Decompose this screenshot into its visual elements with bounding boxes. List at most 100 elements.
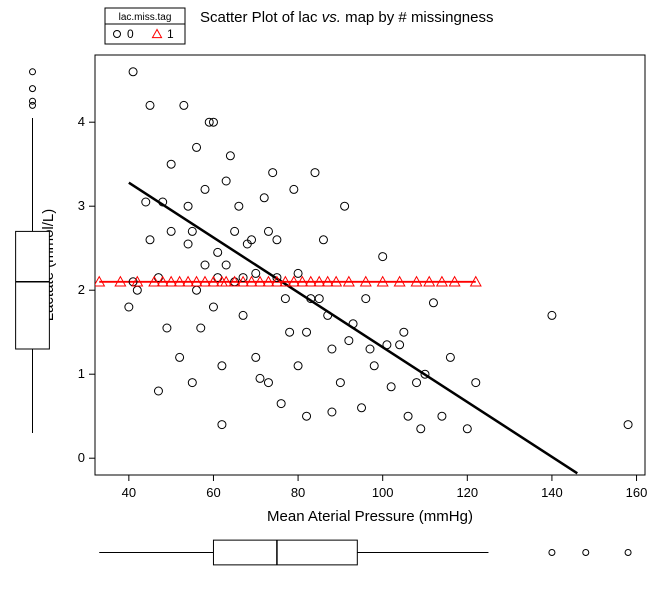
point-series-0 [548,311,556,319]
point-series-0 [290,185,298,193]
point-series-0 [387,383,395,391]
point-series-0 [218,362,226,370]
point-series-0 [222,177,230,185]
x-tick-label: 120 [456,485,478,500]
point-series-0 [463,425,471,433]
point-series-0 [264,379,272,387]
point-series-0 [315,295,323,303]
point-series-0 [396,341,404,349]
ybox-outlier [30,69,36,75]
point-series-0 [146,236,154,244]
point-series-0 [176,353,184,361]
point-series-0 [235,202,243,210]
x-tick-label: 80 [291,485,305,500]
ybox-outlier [30,98,36,104]
point-series-0 [197,324,205,332]
point-series-0 [188,227,196,235]
point-series-0 [341,202,349,210]
point-series-0 [446,353,454,361]
point-series-0 [400,328,408,336]
point-series-0 [193,286,201,294]
y-tick-label: 3 [78,198,85,213]
y-tick-label: 0 [78,450,85,465]
point-series-0 [429,299,437,307]
point-series-0 [193,143,201,151]
point-series-0 [383,341,391,349]
plot-content [94,68,632,474]
chart-svg: 406080100120140160Mean Aterial Pressure … [0,0,669,590]
point-series-0 [624,421,632,429]
plot-panel [95,55,645,475]
point-series-0 [188,379,196,387]
point-series-0 [404,412,412,420]
x-tick-label: 100 [372,485,394,500]
xbox-outlier [583,550,589,556]
point-series-0 [472,379,480,387]
xbox-outlier [625,550,631,556]
point-series-0 [125,303,133,311]
point-series-0 [379,253,387,261]
y-tick-label: 1 [78,366,85,381]
point-series-0 [370,362,378,370]
point-series-0 [201,185,209,193]
point-series-0 [214,248,222,256]
point-series-0 [413,379,421,387]
point-series-0 [358,404,366,412]
chart-root: 406080100120140160Mean Aterial Pressure … [0,0,669,590]
point-series-0 [256,374,264,382]
point-series-0 [146,101,154,109]
ybox-box [16,231,50,349]
point-series-0 [277,400,285,408]
xbox-outlier [549,550,555,556]
point-series-0 [231,227,239,235]
point-series-0 [167,160,175,168]
point-series-0 [328,345,336,353]
point-series-0 [129,68,137,76]
point-series-0 [184,240,192,248]
point-series-0 [218,421,226,429]
point-series-0 [201,261,209,269]
point-series-0 [163,324,171,332]
point-series-0 [214,274,222,282]
point-series-0 [294,269,302,277]
point-series-0 [239,311,247,319]
point-series-0 [133,286,141,294]
x-axis-label: Mean Aterial Pressure (mmHg) [267,508,473,525]
point-series-0 [319,236,327,244]
point-series-0 [273,236,281,244]
x-tick-label: 60 [206,485,220,500]
ybox-outlier [30,86,36,92]
point-series-0 [294,362,302,370]
point-series-0 [438,412,446,420]
point-series-0 [303,328,311,336]
chart-title: Scatter Plot of lac vs. map by # missing… [200,9,493,26]
point-series-0 [303,412,311,420]
x-tick-label: 140 [541,485,563,500]
point-series-0 [209,303,217,311]
y-tick-label: 4 [78,114,85,129]
point-series-0 [226,152,234,160]
legend-label-1: 1 [167,27,174,41]
point-series-0 [362,295,370,303]
legend-label-0: 0 [127,27,134,41]
x-tick-label: 160 [626,485,648,500]
point-series-0 [269,169,277,177]
point-series-0 [336,379,344,387]
x-tick-label: 40 [122,485,136,500]
point-series-0 [311,169,319,177]
point-series-0 [154,387,162,395]
point-series-0 [184,202,192,210]
point-series-0 [222,261,230,269]
xbox-box [213,540,357,565]
point-series-0 [328,408,336,416]
point-series-0 [286,328,294,336]
point-series-0 [260,194,268,202]
point-series-0 [252,353,260,361]
point-series-0 [345,337,353,345]
point-series-0 [264,227,272,235]
legend-title: lac.miss.tag [119,12,172,23]
point-series-0 [154,274,162,282]
point-series-0 [167,227,175,235]
point-series-0 [142,198,150,206]
point-series-0 [417,425,425,433]
